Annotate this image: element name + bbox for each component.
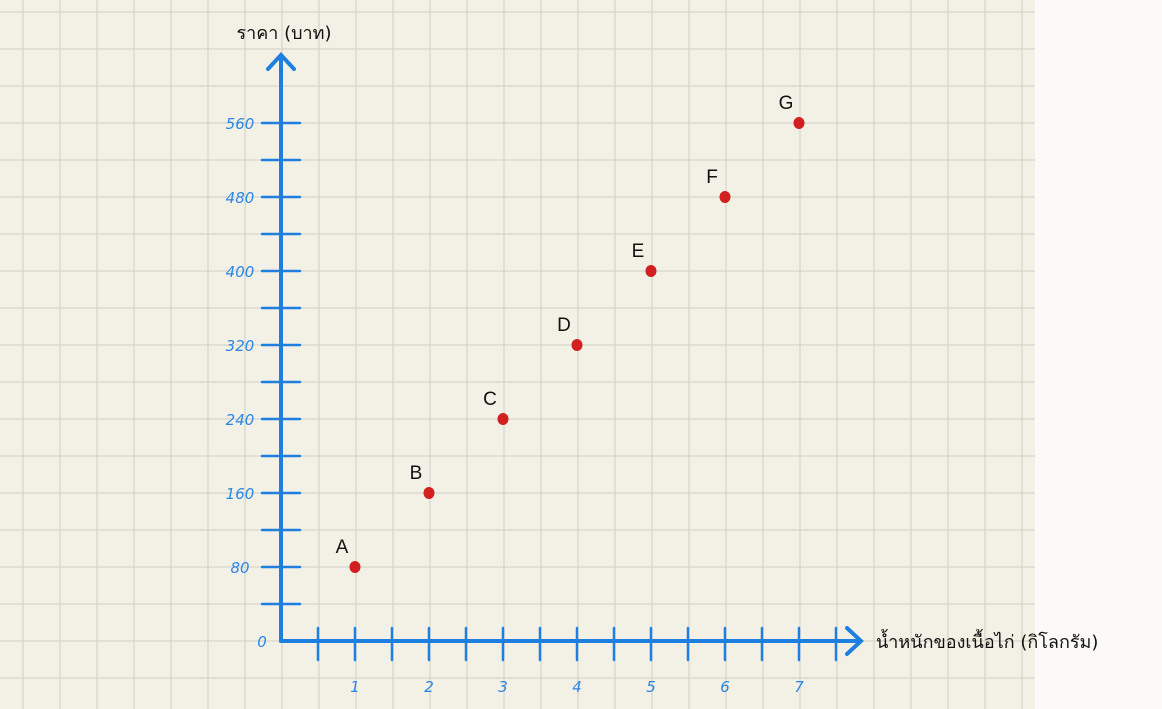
y-tick-label: 240 bbox=[226, 411, 255, 429]
y-axis-arrow bbox=[266, 52, 296, 71]
point-label-d: D bbox=[557, 315, 571, 336]
y-tick-label: 80 bbox=[230, 559, 249, 577]
x-axis-arrow bbox=[845, 626, 864, 656]
y-tick-label: 560 bbox=[226, 115, 255, 133]
data-point-g bbox=[793, 117, 805, 129]
x-tick-label: 3 bbox=[498, 678, 508, 696]
point-label-c: C bbox=[483, 389, 497, 410]
x-tick-label: 4 bbox=[572, 678, 582, 696]
y-tick-label: 480 bbox=[226, 189, 255, 207]
x-tick-label: 1 bbox=[350, 678, 360, 696]
x-axis-title: น้ำหนักของเนื้อไก่ (กิโลกรัม) bbox=[876, 629, 1098, 653]
x-tick-label: 6 bbox=[720, 678, 730, 696]
axes bbox=[266, 52, 864, 656]
x-tick-label: 2 bbox=[424, 678, 434, 696]
data-points: A B C D E F G bbox=[336, 93, 805, 573]
y-tick-label: 320 bbox=[226, 337, 255, 355]
data-point-a bbox=[349, 561, 361, 573]
data-point-e bbox=[645, 265, 657, 277]
data-point-d bbox=[571, 339, 583, 351]
point-label-f: F bbox=[706, 167, 718, 188]
ticks: 80 160 240 320 400 480 560 1 2 3 4 5 6 7 bbox=[226, 115, 838, 696]
y-axis-title: ราคา (บาท) bbox=[236, 23, 331, 44]
grid bbox=[0, 0, 1035, 709]
point-label-a: A bbox=[336, 537, 349, 558]
x-tick-label: 7 bbox=[794, 678, 804, 696]
y-tick-label: 400 bbox=[226, 263, 255, 281]
x-tick-label: 5 bbox=[646, 678, 656, 696]
graph-paper bbox=[0, 0, 1035, 709]
data-point-c bbox=[497, 413, 509, 425]
point-label-g: G bbox=[779, 93, 794, 114]
data-point-b bbox=[423, 487, 435, 499]
point-label-b: B bbox=[410, 463, 423, 484]
point-label-e: E bbox=[632, 241, 645, 262]
y-tick-label: 160 bbox=[226, 485, 255, 503]
data-point-f bbox=[719, 191, 731, 203]
origin-label: 0 bbox=[257, 633, 267, 651]
